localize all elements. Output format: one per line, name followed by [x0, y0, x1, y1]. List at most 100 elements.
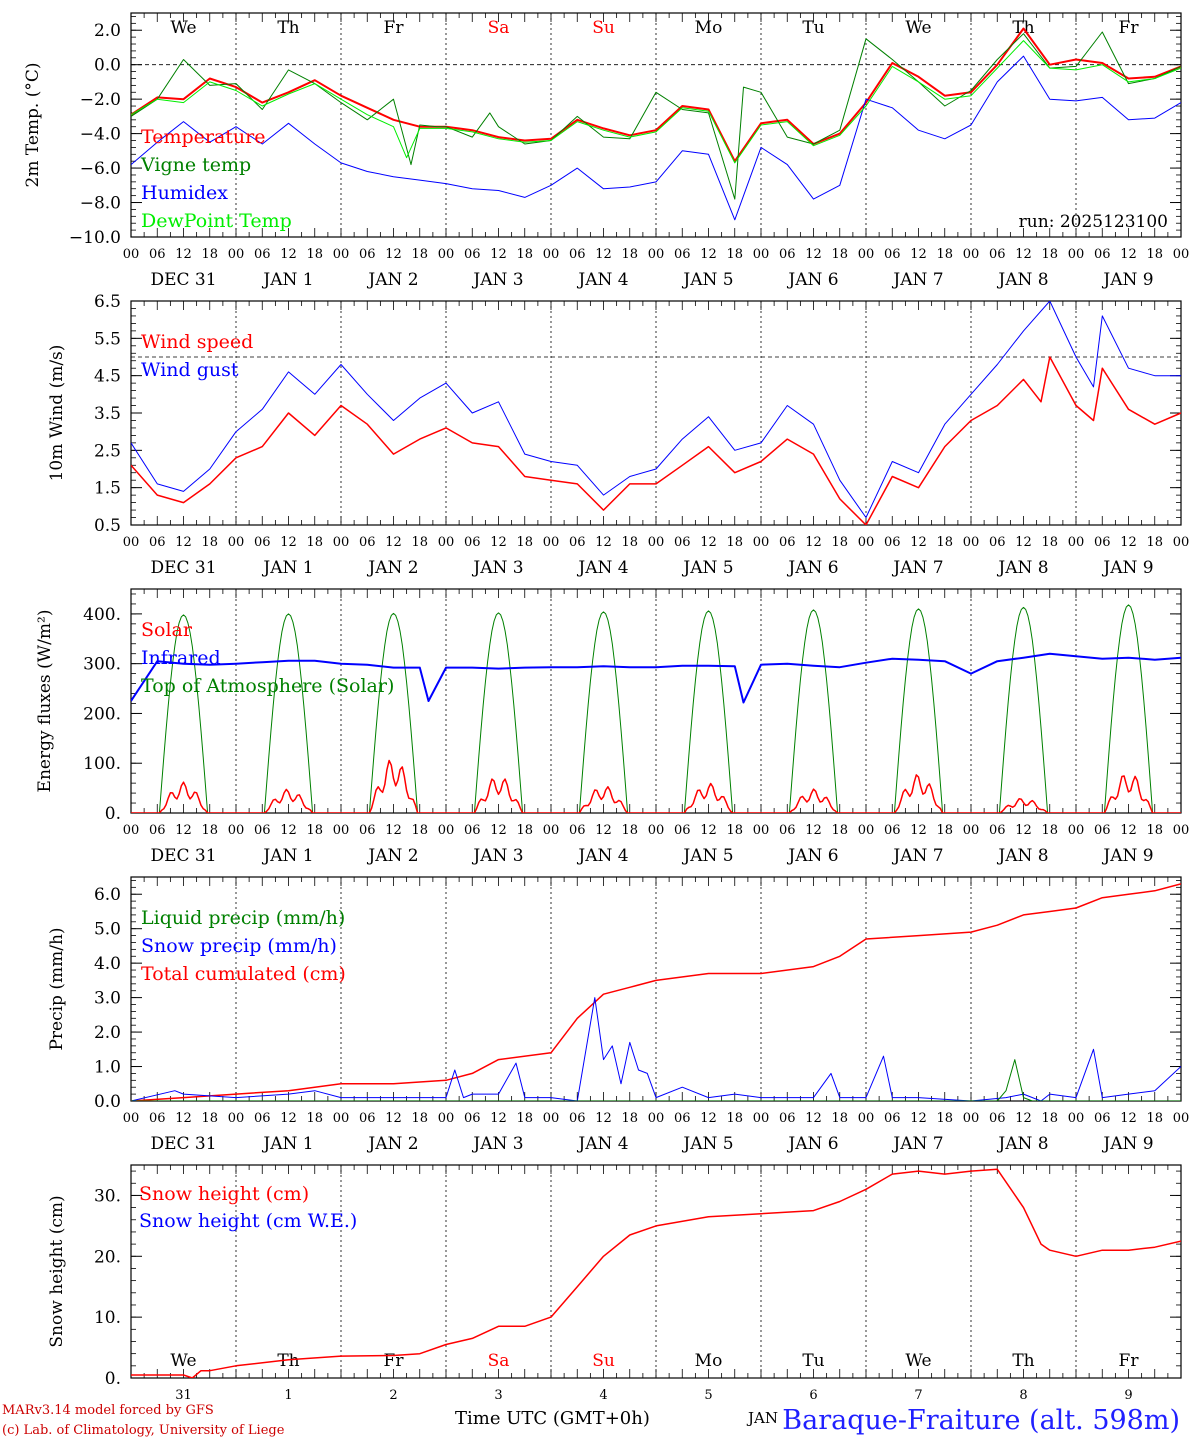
hour-label: 12: [805, 823, 822, 838]
hour-label: 18: [411, 1111, 428, 1126]
day-number-label: 5: [704, 1388, 712, 1403]
hour-label: 00: [648, 535, 665, 550]
hour-label: 00: [1173, 823, 1190, 838]
hour-label: 18: [201, 247, 218, 262]
y-tick-label: 0.: [105, 804, 121, 824]
hour-label: 06: [779, 823, 796, 838]
y-tick-label: −8.0: [80, 194, 121, 214]
date-label: DEC 31: [150, 1134, 216, 1154]
hour-label: 00: [1068, 1111, 1085, 1126]
date-label: JAN 9: [1101, 558, 1153, 578]
hour-label: 18: [936, 823, 953, 838]
day-name-label: We: [170, 1351, 196, 1371]
hour-label: 06: [674, 535, 691, 550]
date-label: JAN 6: [786, 270, 838, 290]
y-tick-label: 10.: [94, 1308, 121, 1328]
station-label: Baraque-Fraiture (alt. 598m): [782, 1405, 1180, 1436]
hour-label: 18: [726, 1111, 743, 1126]
hour-label: 06: [464, 247, 481, 262]
hour-label: 12: [1015, 535, 1032, 550]
hour-label: 18: [936, 247, 953, 262]
hour-label: 12: [385, 823, 402, 838]
hour-label: 12: [910, 535, 927, 550]
hour-label: 00: [543, 247, 560, 262]
day-name-label: Th: [1012, 1351, 1034, 1371]
date-label: JAN 2: [366, 1134, 418, 1154]
hour-label: 06: [359, 823, 376, 838]
hour-label: 06: [254, 535, 271, 550]
y-tick-label: 6.5: [94, 292, 121, 312]
hour-label: 00: [1068, 535, 1085, 550]
hour-label: 18: [306, 247, 323, 262]
day-name-label: Tu: [802, 18, 824, 38]
y-tick-label: 4.0: [94, 954, 121, 974]
date-label: JAN 6: [786, 558, 838, 578]
hour-label: 18: [201, 535, 218, 550]
hour-label: 00: [228, 247, 245, 262]
hour-label: 06: [149, 1111, 166, 1126]
date-label: JAN 8: [996, 846, 1048, 866]
series-line-vigne-temp: [131, 31, 1181, 200]
day-number-label: 6: [809, 1388, 817, 1403]
day-name-label: We: [170, 18, 196, 38]
hour-label: 00: [228, 1111, 245, 1126]
series-line-dewpoint-temp: [131, 40, 1181, 164]
hour-label: 12: [385, 535, 402, 550]
y-tick-label: 4.5: [94, 367, 121, 387]
hour-label: 18: [516, 1111, 533, 1126]
hour-label: 18: [1041, 247, 1058, 262]
hour-label: 18: [831, 823, 848, 838]
hour-label: 00: [858, 1111, 875, 1126]
panel-snow: 30. 20. 10. 0. Snow height (cm) We Th Fr Sa Su Mo T…: [47, 1164, 1182, 1403]
date-label: JAN 7: [891, 846, 943, 866]
y-axis-label: Energy fluxes (W/m²): [35, 610, 55, 793]
series-line-wind-gust: [131, 301, 1181, 518]
hour-label: 00: [1173, 535, 1190, 550]
series-line-humidex: [131, 55, 1181, 221]
hour-label: 18: [1146, 1111, 1163, 1126]
legend-entry: Infrared: [141, 647, 221, 669]
y-tick-label: 6.0: [94, 885, 121, 905]
hour-label: 00: [123, 823, 140, 838]
hour-label: 00: [753, 823, 770, 838]
date-label: JAN 6: [786, 1134, 838, 1154]
y-tick-label: −2.0: [80, 90, 121, 110]
series-line-snow-height-cm-: [131, 1168, 1181, 1378]
y-axis-label: Snow height (cm): [47, 1195, 67, 1347]
hour-label: 06: [464, 535, 481, 550]
bottom-extra-label: JAN: [746, 1409, 778, 1427]
y-tick-label: 100.: [83, 754, 121, 774]
hour-label: 00: [648, 247, 665, 262]
hour-label: 00: [438, 535, 455, 550]
legend-entry: Liquid precip (mm/h): [141, 907, 345, 929]
hour-label: 00: [438, 1111, 455, 1126]
y-tick-label: 0.0: [94, 56, 121, 76]
legend-entry: Top of Atmosphere (Solar): [141, 675, 394, 697]
date-label: JAN 8: [996, 270, 1048, 290]
day-number-label: 1: [284, 1388, 292, 1403]
y-tick-label: −10.0: [69, 228, 121, 248]
hour-label: 12: [385, 247, 402, 262]
hour-label: 18: [306, 535, 323, 550]
hour-label: 18: [1041, 823, 1058, 838]
day-number-label: 4: [599, 1388, 607, 1403]
hour-label: 06: [989, 535, 1006, 550]
hour-label: 06: [884, 823, 901, 838]
day-name-label: Sa: [488, 18, 510, 38]
hour-label: 18: [831, 247, 848, 262]
hour-label: 18: [831, 535, 848, 550]
hour-label: 18: [516, 247, 533, 262]
legend-entry: Solar: [141, 619, 193, 641]
hour-label: 00: [1068, 247, 1085, 262]
hour-label: 12: [175, 247, 192, 262]
hour-label: 18: [936, 535, 953, 550]
hour-label: 06: [359, 1111, 376, 1126]
hour-label: 06: [254, 1111, 271, 1126]
hour-label: 18: [411, 535, 428, 550]
day-name-label: Sa: [488, 1351, 510, 1371]
hour-label: 06: [464, 1111, 481, 1126]
date-label: DEC 31: [150, 270, 216, 290]
date-label: JAN 8: [996, 558, 1048, 578]
y-tick-label: 2.0: [94, 1023, 121, 1043]
